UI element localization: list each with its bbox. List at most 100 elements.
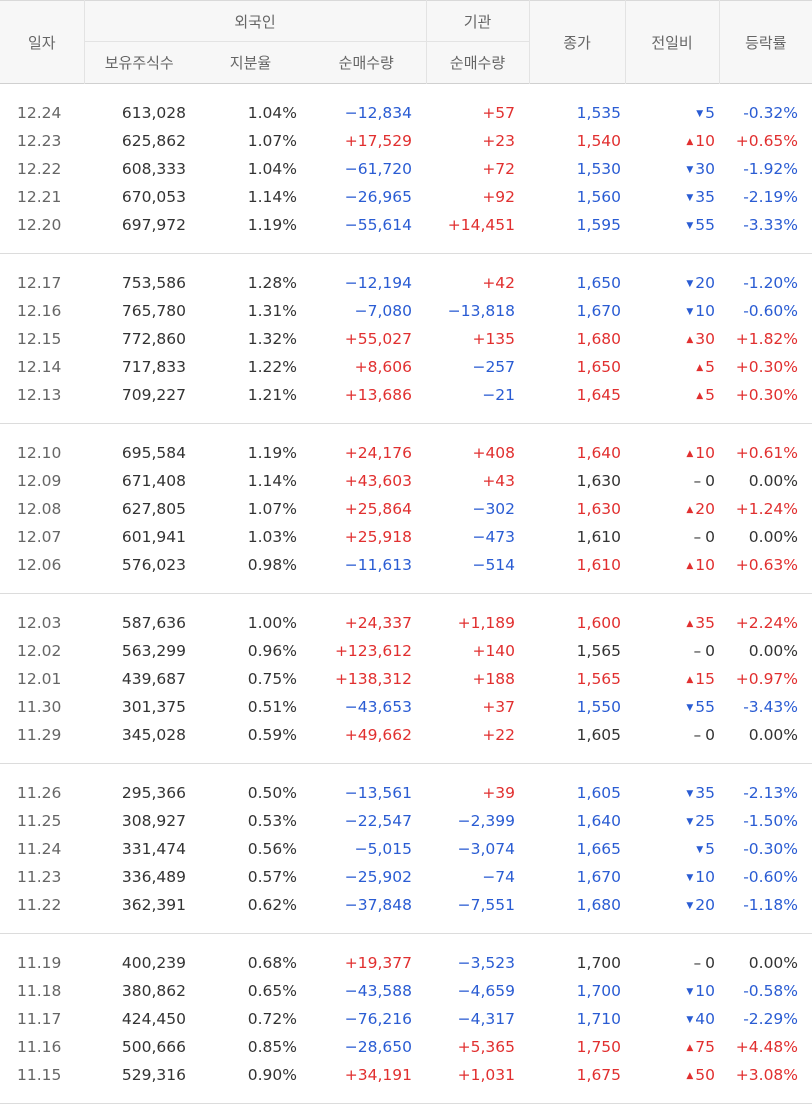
- cell-ratio: 0.75%: [247, 670, 297, 688]
- cell-close: 1,650: [576, 358, 622, 376]
- cell-close: 1,710: [576, 1010, 622, 1028]
- table-row: 12.13 709,227 1.21% +13,686 −21 1,645 ▲ 5 +0.30%: [0, 381, 812, 424]
- cell-change: –0: [625, 934, 719, 978]
- col-header-close: 종가: [528, 0, 626, 84]
- arrow-down-icon: ▼: [686, 165, 694, 175]
- cell-close: 1,680: [576, 896, 622, 914]
- cell-date: 11.24: [17, 840, 62, 858]
- cell-inst-net: +22: [482, 726, 516, 744]
- dash-icon: –: [693, 954, 702, 972]
- table-row: 11.17 424,450 0.72% −76,216 −4,317 1,710 ▼ 40 -2…: [0, 1005, 812, 1033]
- cell-ratio: 0.85%: [247, 1038, 297, 1056]
- cell-close: 1,700: [576, 982, 622, 1000]
- cell-rate: -3.33%: [743, 216, 799, 234]
- cell-date: 12.01: [17, 670, 62, 688]
- cell-ratio: 0.72%: [247, 1010, 297, 1028]
- cell-inst-net: +408: [472, 444, 516, 462]
- cell-ratio: 0.65%: [247, 982, 297, 1000]
- col-header-change: 전일비: [624, 0, 720, 84]
- cell-ratio: 1.21%: [247, 386, 297, 404]
- cell-foreign-net: −28,650: [344, 1038, 413, 1056]
- cell-holdings: 308,927: [121, 812, 186, 830]
- cell-date: 11.26: [17, 784, 62, 802]
- cell-close: 1,700: [576, 954, 622, 972]
- change-value: 25: [695, 812, 716, 830]
- change-value: 5: [705, 104, 716, 122]
- cell-ratio: 0.50%: [247, 784, 297, 802]
- cell-change: ▲ 15: [625, 665, 719, 693]
- cell-foreign-net: −22,547: [344, 812, 413, 830]
- cell-rate: +2.24%: [735, 614, 799, 632]
- cell-change: ▼ 20: [625, 254, 719, 298]
- cell-ratio: 1.03%: [247, 528, 297, 546]
- cell-inst-net: −13,818: [447, 302, 516, 320]
- cell-rate: 0.00%: [748, 528, 799, 546]
- arrow-up-icon: ▲: [686, 1043, 694, 1053]
- cell-change: ▼ 55: [625, 211, 719, 254]
- cell-close: 1,630: [576, 472, 622, 490]
- cell-holdings: 301,375: [121, 698, 186, 716]
- cell-holdings: 439,687: [121, 670, 186, 688]
- cell-ratio: 1.31%: [247, 302, 297, 320]
- cell-ratio: 1.19%: [247, 444, 297, 462]
- change-value: 35: [695, 784, 716, 802]
- cell-holdings: 587,636: [121, 614, 186, 632]
- table-row: 12.03 587,636 1.00% +24,337 +1,189 1,600 ▲ 35 +2…: [0, 594, 812, 638]
- col-header-rate: 등락률: [718, 0, 812, 84]
- cell-date: 12.13: [17, 386, 62, 404]
- cell-inst-net: +188: [472, 670, 516, 688]
- cell-change: ▲ 10: [625, 424, 719, 468]
- cell-foreign-net: −11,613: [344, 556, 413, 574]
- table-row: 12.20 697,972 1.19% −55,614 +14,451 1,595 ▼ 55-…: [0, 211, 812, 254]
- cell-holdings: 601,941: [121, 528, 186, 546]
- col-header-holdings: 보유주식수: [83, 41, 194, 84]
- cell-foreign-net: +55,027: [344, 330, 413, 348]
- cell-date: 11.22: [17, 896, 62, 914]
- table-row: 11.16 500,666 0.85% −28,650 +5,365 1,750 ▲ 75 +4…: [0, 1033, 812, 1061]
- change-value: 35: [695, 614, 716, 632]
- table-row: 11.26 295,366 0.50% −13,561 +39 1,605 ▼ 35 -2.13…: [0, 764, 812, 808]
- cell-inst-net: −302: [472, 500, 516, 518]
- cell-date: 12.16: [17, 302, 62, 320]
- cell-ratio: 1.04%: [247, 160, 297, 178]
- cell-close: 1,650: [576, 274, 622, 292]
- cell-ratio: 1.28%: [247, 274, 297, 292]
- cell-date: 11.30: [17, 698, 62, 716]
- cell-date: 12.22: [17, 160, 62, 178]
- cell-rate: -0.32%: [743, 104, 799, 122]
- cell-date: 12.24: [17, 104, 62, 122]
- cell-inst-net: −257: [472, 358, 516, 376]
- cell-date: 12.23: [17, 132, 62, 150]
- arrow-down-icon: ▼: [686, 307, 694, 317]
- table-row: 11.24 331,474 0.56% −5,015 −3,074 1,665 ▼ 5 -0.3…: [0, 835, 812, 863]
- cell-ratio: 0.98%: [247, 556, 297, 574]
- arrow-down-icon: ▼: [686, 817, 694, 827]
- cell-foreign-net: +43,603: [344, 472, 413, 490]
- arrow-down-icon: ▼: [686, 221, 694, 231]
- cell-ratio: 0.51%: [247, 698, 297, 716]
- cell-change: ▲ 20: [625, 495, 719, 523]
- cell-holdings: 362,391: [121, 896, 186, 914]
- cell-close: 1,540: [576, 132, 622, 150]
- arrow-down-icon: ▼: [696, 109, 704, 119]
- cell-inst-net: +14,451: [447, 216, 516, 234]
- change-value: 5: [705, 358, 716, 376]
- cell-inst-net: −3,523: [457, 954, 516, 972]
- change-value: 10: [695, 556, 716, 574]
- table-row: 12.09 671,408 1.14% +43,603 +43 1,630–0 0.00%: [0, 467, 812, 495]
- cell-rate: +0.65%: [735, 132, 799, 150]
- table-row: 11.23 336,489 0.57% −25,902 −74 1,670 ▼ 10 -0.60…: [0, 863, 812, 891]
- cell-ratio: 1.07%: [247, 500, 297, 518]
- cell-inst-net: +42: [482, 274, 516, 292]
- cell-holdings: 753,586: [121, 274, 186, 292]
- cell-rate: +0.61%: [735, 444, 799, 462]
- cell-rate: +3.08%: [735, 1066, 799, 1084]
- cell-inst-net: +37: [482, 698, 516, 716]
- cell-inst-net: +57: [482, 104, 516, 122]
- cell-close: 1,535: [576, 104, 622, 122]
- cell-rate: -1.50%: [743, 812, 799, 830]
- cell-change: ▼ 10: [625, 863, 719, 891]
- change-value: 15: [695, 670, 716, 688]
- cell-inst-net: −7,551: [457, 896, 516, 914]
- cell-date: 12.08: [17, 500, 62, 518]
